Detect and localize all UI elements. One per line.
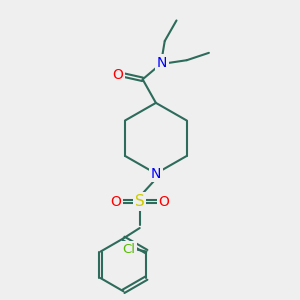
Text: S: S bbox=[135, 194, 145, 209]
Text: Cl: Cl bbox=[122, 243, 135, 256]
Text: N: N bbox=[151, 167, 161, 181]
Text: O: O bbox=[110, 194, 121, 208]
Text: O: O bbox=[112, 68, 123, 82]
Text: O: O bbox=[158, 194, 169, 208]
Text: N: N bbox=[157, 56, 167, 70]
